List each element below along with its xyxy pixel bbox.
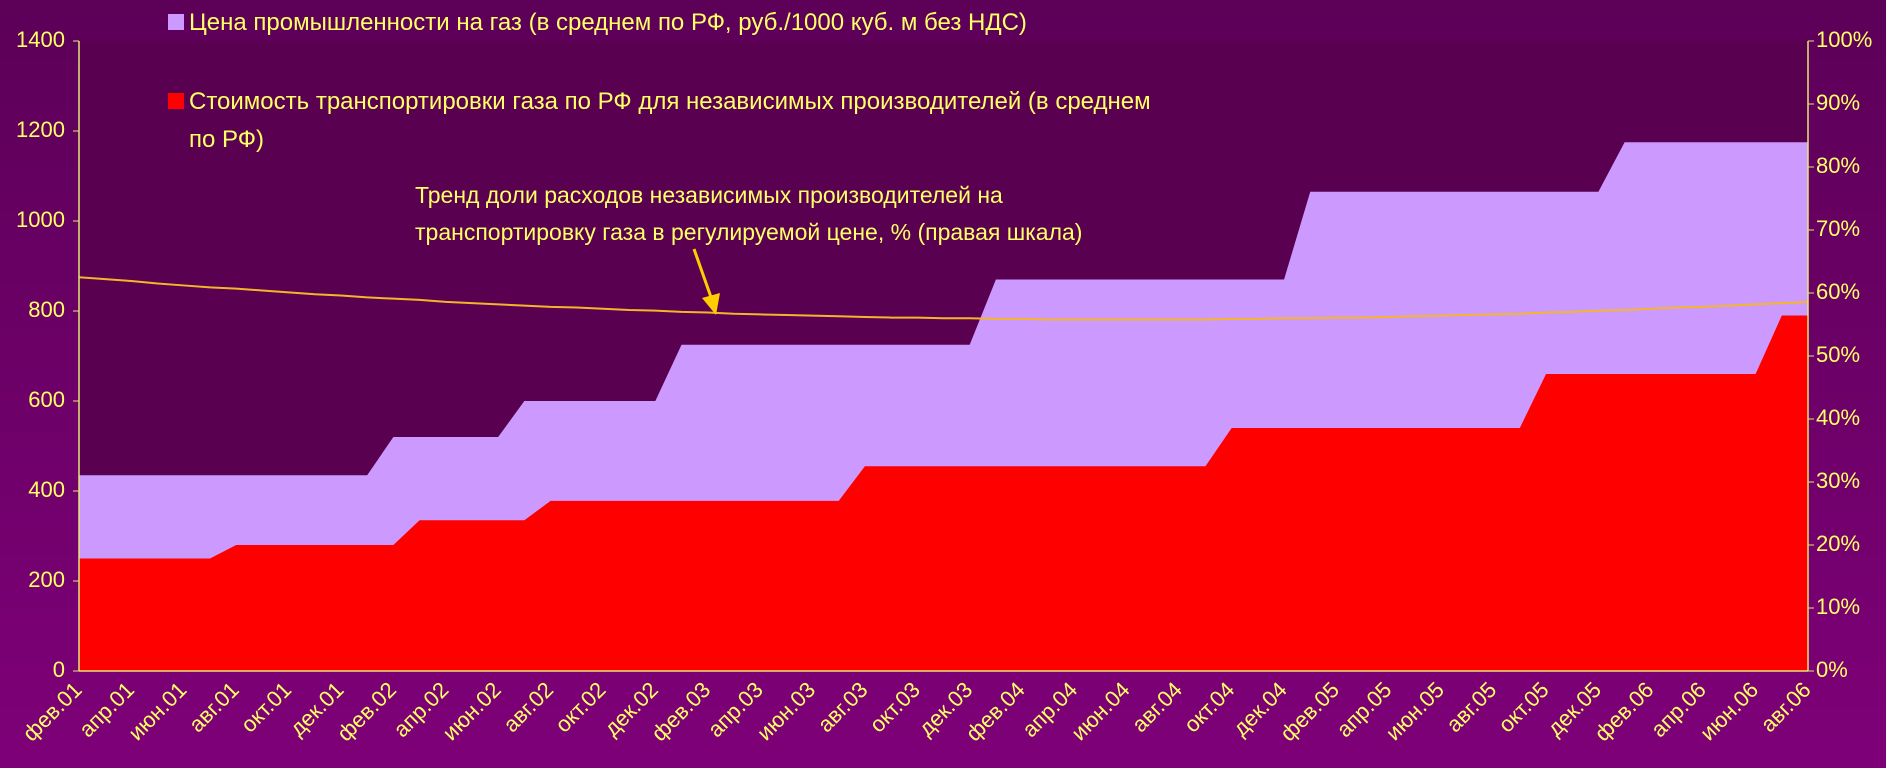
y2-tick-label: 60% [1816,279,1860,304]
x-tick-label: фев.05 [1275,677,1344,746]
x-tick-label: июн.04 [1066,677,1134,745]
y2-tick-label: 10% [1816,594,1860,619]
x-tick-label: июн.05 [1381,677,1449,745]
x-tick-label: июн.02 [438,677,506,745]
y2-tick-label: 30% [1816,468,1860,493]
x-tick-label: авг.02 [498,677,558,737]
y-tick-label: 1000 [16,207,65,232]
x-tick-label: окт.02 [550,677,610,737]
x-tick-label: фев.04 [961,677,1030,746]
y-tick-label: 400 [28,477,65,502]
x-tick-label: фев.01 [18,677,87,746]
x-tick-label: авг.04 [1127,677,1187,737]
annotation-arrow [692,248,714,301]
legend-swatch [168,14,184,30]
annotation: Тренд доли расходов независимых производ… [415,182,1003,208]
y-tick-label: 1200 [16,117,65,142]
y2-tick-label: 0% [1816,657,1848,682]
x-tick-label: фев.06 [1589,677,1658,746]
legend-entry: Стоимость транспортировки газа по РФ для… [168,83,1158,159]
legend-label: Цена промышленности на газ (в среднем по… [189,9,1027,36]
y2-tick-label: 90% [1816,90,1860,115]
x-tick-label: окт.05 [1493,677,1553,737]
y-tick-label: 0 [53,657,65,682]
y-tick-label: 1400 [16,27,65,52]
x-tick-label: фев.03 [646,677,715,746]
y2-tick-label: 100% [1816,27,1872,52]
trend-line [78,276,1809,321]
x-tick-label: окт.03 [865,677,925,737]
y2-tick-label: 40% [1816,405,1860,430]
x-tick-label: июн.06 [1695,677,1763,745]
x-tick-label: фев.02 [332,677,401,746]
x-tick-label: июн.03 [752,677,820,745]
area [79,315,1808,671]
legend-swatch [168,93,184,109]
x-tick-label: авг.03 [813,677,873,737]
x-tick-label: окт.01 [236,677,296,737]
y-tick-label: 200 [28,567,65,592]
y-tick-label: 800 [28,297,65,322]
y2-tick-label: 80% [1816,153,1860,178]
y-tick-label: 600 [28,387,65,412]
y2-tick-label: 20% [1816,531,1860,556]
legend-label: Стоимость транспортировки газа по РФ для… [189,88,1151,153]
x-tick-label: авг.06 [1756,677,1816,737]
y2-tick-label: 50% [1816,342,1860,367]
x-tick-label: авг.05 [1441,677,1501,737]
annotation: транспортировку газа в регулируемой цене… [415,219,1083,245]
x-tick-label: июн.01 [123,677,191,745]
x-tick-label: авг.01 [184,677,244,737]
y2-tick-label: 70% [1816,216,1860,241]
x-tick-label: окт.04 [1179,677,1239,737]
annotation-arrowhead [702,293,720,315]
